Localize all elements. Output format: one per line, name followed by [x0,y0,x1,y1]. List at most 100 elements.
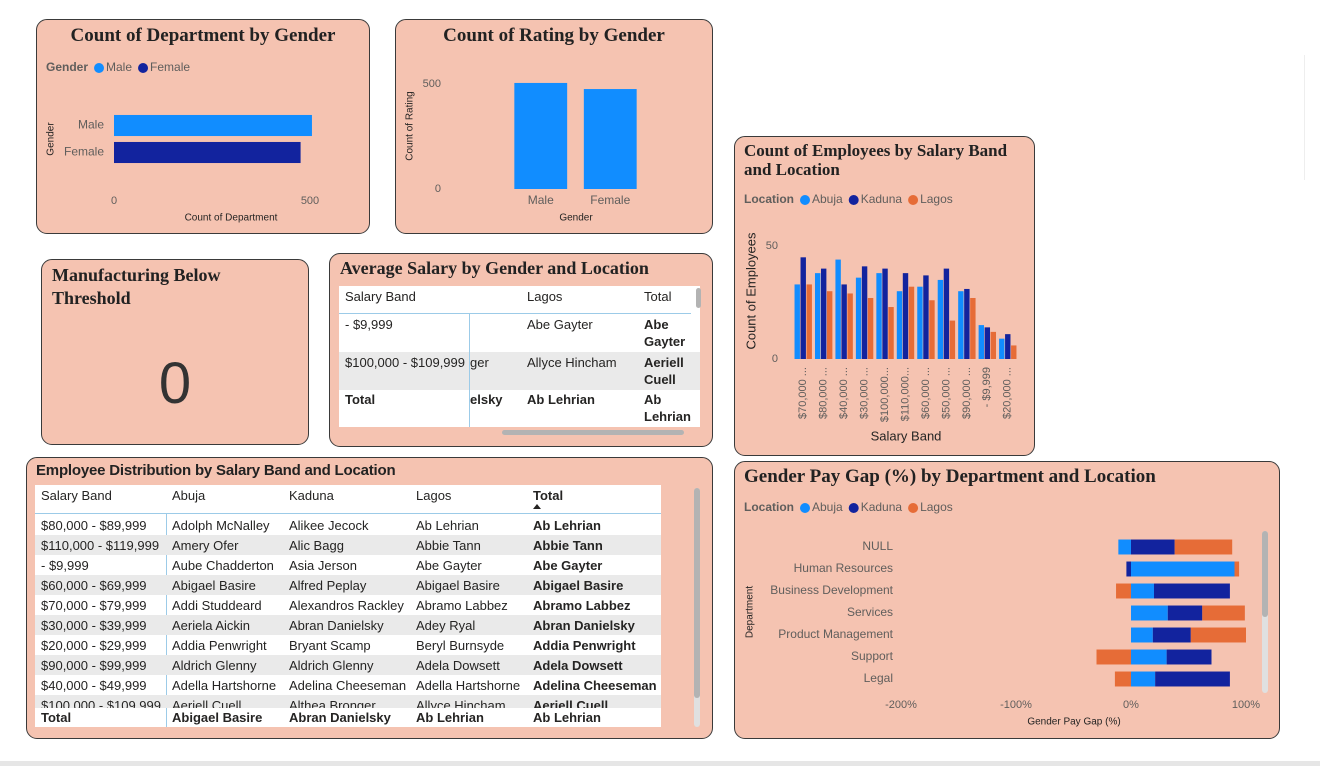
table-cell: $100,000 - $109,999 [41,698,161,708]
bar [114,141,301,164]
x-category-label: $100,000... [879,367,891,422]
table-header: Salary Band [41,488,112,503]
table-total-cell: Total [41,710,72,725]
table-cell: Abigael Basire [416,578,500,593]
table-cell: Allyce Hincham [527,355,617,370]
bar [826,291,833,359]
y-category-label: Services [847,605,893,619]
table-header: Kaduna [289,488,334,503]
table-cell: Abramo Labbez [533,598,631,613]
x-tick-label: 0 [111,195,117,207]
table-cell: Adela Dowsett [533,658,623,673]
legend-label: Kaduna [861,500,903,514]
table-total-cell: Ab Lehrian [416,710,484,725]
bar [1118,539,1131,555]
legend-label: Abuja [812,192,843,206]
bar [794,284,800,359]
scrollbar-thumb[interactable] [1262,531,1268,617]
table-cell: Aeriell Cuell [172,698,242,708]
bar [876,273,882,359]
legend-label: Male [106,60,132,74]
bar [1096,649,1131,665]
y-category-label: Female [64,145,104,159]
bar [1131,583,1154,599]
table-cell: Amery Ofer [172,538,239,553]
table-cell: Alexandros Rackley [289,598,404,613]
bar [923,275,929,359]
legend-marker [138,63,149,73]
x-category-label: Male [528,193,554,207]
x-category-label: $40,000 ... [838,367,850,419]
scrollbar[interactable] [696,288,701,308]
bar [583,89,637,189]
x-category-label: $30,000 ... [858,367,870,419]
bar [806,284,812,359]
legend-title: Location [744,500,794,514]
table-cell: Addia Penwright [172,638,267,653]
chart-title: Count of Department by Gender [70,25,336,46]
table-header: Lagos [416,488,452,503]
table-total-cell: Abran Danielsky [289,710,391,725]
bar [1005,334,1011,359]
legend-marker [94,63,105,73]
table-cell: Beryl Burnsyde [416,638,505,653]
x-category-label: $60,000 ... [920,367,932,419]
row-stripe [35,695,661,708]
y-category-label: Legal [864,671,893,685]
x-axis-label: Salary Band [871,428,942,443]
legend-marker [800,503,810,513]
bar [841,284,847,359]
card-panel [734,461,1280,739]
table-header: Lagos [527,289,563,304]
table-cell: Ab Lehrian [533,518,601,533]
bar [1131,539,1175,555]
table-cell: Adey Ryal [416,618,476,633]
y-category-label: Product Management [778,627,893,641]
scrollbar-thumb[interactable] [694,488,700,698]
table-total-cell: Ab Lehrian [527,392,595,407]
table-header: Abuja [172,488,206,503]
bar [1011,345,1017,359]
legend-marker [848,503,859,513]
bar [1152,627,1191,643]
x-category-label: $90,000 ... [961,367,973,419]
table-cell: Aldrich Glenny [289,658,374,673]
legend-marker [848,195,859,205]
table-cell: Adella Hartshorne [172,678,277,693]
y-axis-label: Count of Rating [405,91,416,161]
table-cell: $60,000 - $69,999 [41,578,147,593]
x-axis-label: Gender [559,213,593,224]
x-tick-label: -100% [1000,699,1032,711]
x-tick-label: 100% [1232,699,1260,711]
legend-marker [908,503,919,513]
row-stripe [35,575,661,595]
bar [1126,561,1131,577]
bar [1131,671,1156,687]
bar [867,297,874,359]
y-category-label: Male [78,118,104,132]
legend-marker [800,195,810,205]
chart-title: Count of Rating by Gender [443,25,665,46]
row-stripe [35,655,661,675]
bar [964,288,970,359]
bar [1190,627,1246,643]
table-cell: Alfred Peplay [289,578,367,593]
table-cell: Abigael Basire [533,578,624,593]
bar [835,259,841,359]
table-cell: Abbie Tann [416,538,481,553]
scrollbar[interactable] [502,430,684,435]
bar [917,286,923,359]
legend-title: Location [744,192,794,206]
bar [888,307,894,359]
table-total-cell: elsky [470,392,503,407]
table-total-cell: Total [345,392,376,407]
column-rule [469,314,470,427]
bar [1234,561,1240,577]
table-cell: Abe Gayter [416,558,482,573]
y-axis-label: Gender [46,122,57,156]
x-category-label: - $9,999 [981,367,993,407]
y-axis-label: Count of Employees [743,232,758,350]
table-cell: $80,000 - $89,999 [41,518,147,533]
bar [1131,561,1235,577]
